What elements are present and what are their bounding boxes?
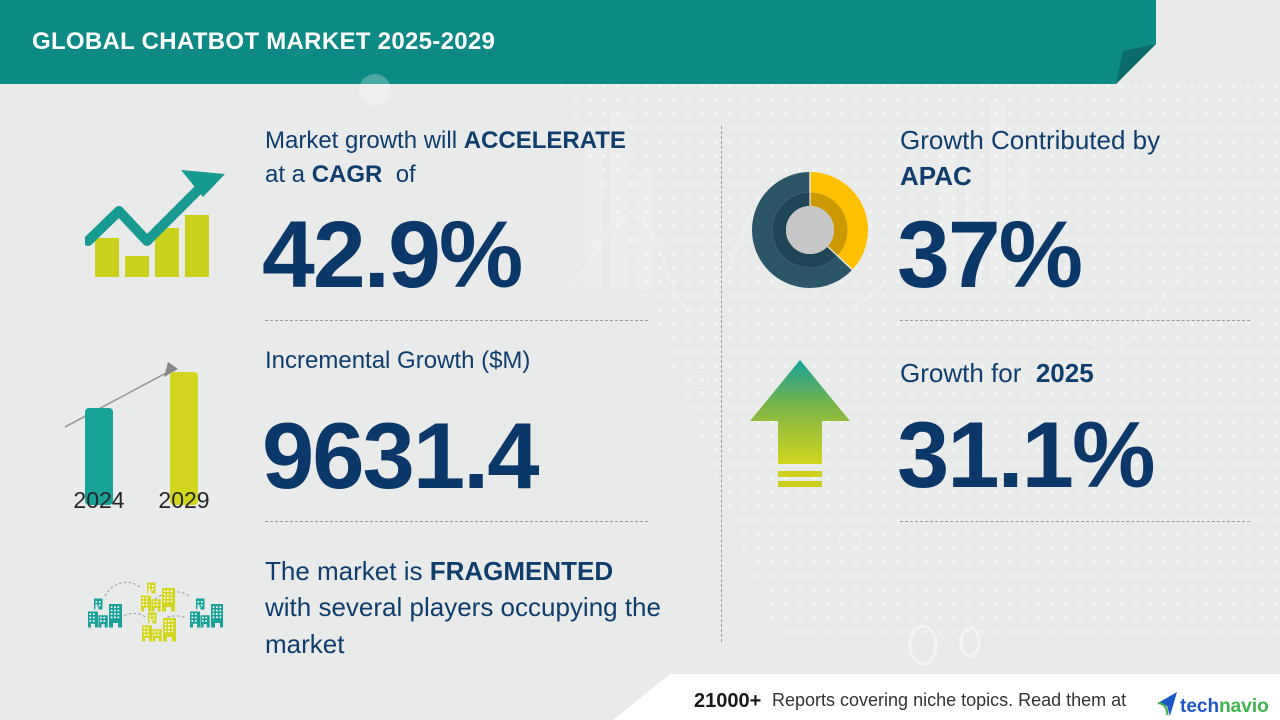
svg-text:technavio: technavio xyxy=(1180,696,1269,717)
